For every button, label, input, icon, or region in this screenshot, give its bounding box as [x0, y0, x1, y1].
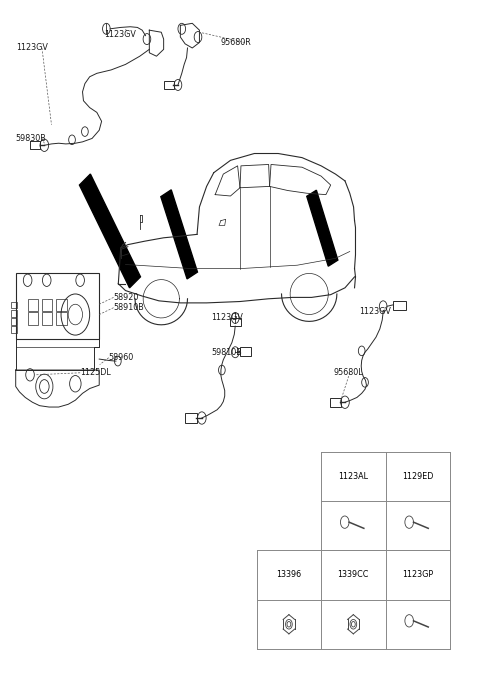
- Text: 1123AL: 1123AL: [338, 472, 368, 481]
- Text: 59830B: 59830B: [16, 134, 47, 143]
- Text: 1125DL: 1125DL: [80, 368, 111, 377]
- Text: 1339CC: 1339CC: [337, 570, 369, 579]
- Bar: [330, 398, 341, 407]
- Bar: [56, 299, 67, 311]
- Bar: [11, 326, 17, 333]
- Bar: [185, 413, 197, 423]
- Text: 1123GV: 1123GV: [211, 314, 243, 323]
- Text: 1123GV: 1123GV: [104, 30, 136, 39]
- Text: 58920: 58920: [114, 293, 139, 302]
- Text: 95680R: 95680R: [221, 38, 252, 47]
- Text: 59810B: 59810B: [211, 347, 242, 356]
- Text: 1129ED: 1129ED: [402, 472, 433, 481]
- Bar: [56, 312, 67, 325]
- Bar: [164, 81, 174, 89]
- Bar: [393, 301, 406, 310]
- Text: 13396: 13396: [276, 570, 301, 579]
- Text: 1123GP: 1123GP: [402, 570, 433, 579]
- Bar: [229, 318, 241, 326]
- Text: 1123GV: 1123GV: [16, 43, 48, 52]
- Bar: [240, 347, 252, 356]
- Text: 1123GV: 1123GV: [360, 307, 391, 316]
- Bar: [11, 310, 17, 316]
- Polygon shape: [79, 174, 141, 288]
- Text: 58960: 58960: [109, 353, 134, 362]
- Bar: [42, 312, 52, 325]
- Bar: [11, 318, 17, 325]
- Bar: [42, 299, 52, 311]
- Bar: [16, 273, 99, 338]
- Text: 95680L: 95680L: [333, 368, 363, 377]
- Text: 58910B: 58910B: [114, 303, 144, 312]
- Bar: [28, 299, 38, 311]
- Bar: [28, 312, 38, 325]
- Polygon shape: [161, 190, 197, 279]
- Bar: [11, 301, 17, 308]
- Polygon shape: [307, 190, 338, 266]
